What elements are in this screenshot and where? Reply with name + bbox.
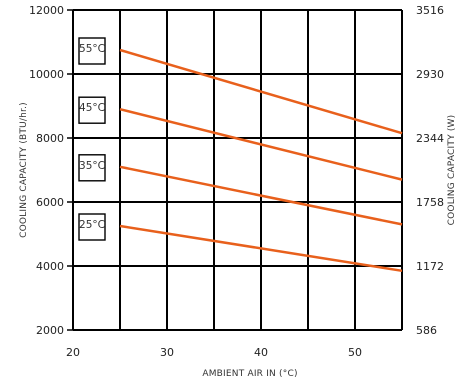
series-label-box	[78, 154, 106, 182]
right-tick-label: 3516	[416, 4, 444, 17]
series-line	[119, 224, 403, 273]
x-axis-title: AMBIENT AIR IN (°C)	[202, 369, 297, 379]
x-tick-label: 30	[160, 346, 174, 359]
x-axis-ticks: 20 30 40 50	[66, 346, 362, 359]
left-tick-label: 2000	[36, 324, 64, 337]
right-tick-label: 1172	[416, 260, 444, 273]
right-tick-label: 586	[416, 324, 437, 337]
x-tick-label: 20	[66, 346, 80, 359]
right-tick-label: 2344	[416, 132, 444, 145]
right-tick-label: 1758	[416, 196, 444, 209]
left-tick-label: 10000	[29, 68, 64, 81]
series-line	[119, 48, 403, 135]
left-tick-label: 8000	[36, 132, 64, 145]
x-tick-label: 50	[348, 346, 362, 359]
left-y-axis-title: COOLING CAPACITY (BTU/hr.)	[19, 102, 29, 238]
series-line	[119, 107, 403, 181]
series-label: 55°C	[79, 43, 105, 55]
series-label-box	[78, 213, 106, 241]
right-y-axis-title: COOLING CAPACITY (W)	[447, 115, 457, 226]
series-label: 45°C	[79, 102, 105, 114]
series-label: 35°C	[79, 160, 105, 172]
left-y-axis-ticks: 2000 4000 6000 8000 10000 12000	[29, 4, 73, 337]
series-label-box	[78, 96, 106, 124]
series-label-box	[78, 37, 106, 65]
series-line	[119, 165, 403, 226]
series-lines	[119, 48, 403, 273]
grid-lines	[72, 9, 403, 331]
x-tick-label: 40	[254, 346, 268, 359]
left-tick-label: 12000	[29, 4, 64, 17]
series-labels: 55°C 45°C 35°C 25°C	[78, 37, 106, 241]
right-y-axis-ticks: 586 1172 1758 2344 2930 3516	[416, 4, 444, 337]
right-tick-label: 2930	[416, 68, 444, 81]
left-tick-label: 4000	[36, 260, 64, 273]
left-tick-label: 6000	[36, 196, 64, 209]
series-label: 25°C	[79, 219, 105, 231]
